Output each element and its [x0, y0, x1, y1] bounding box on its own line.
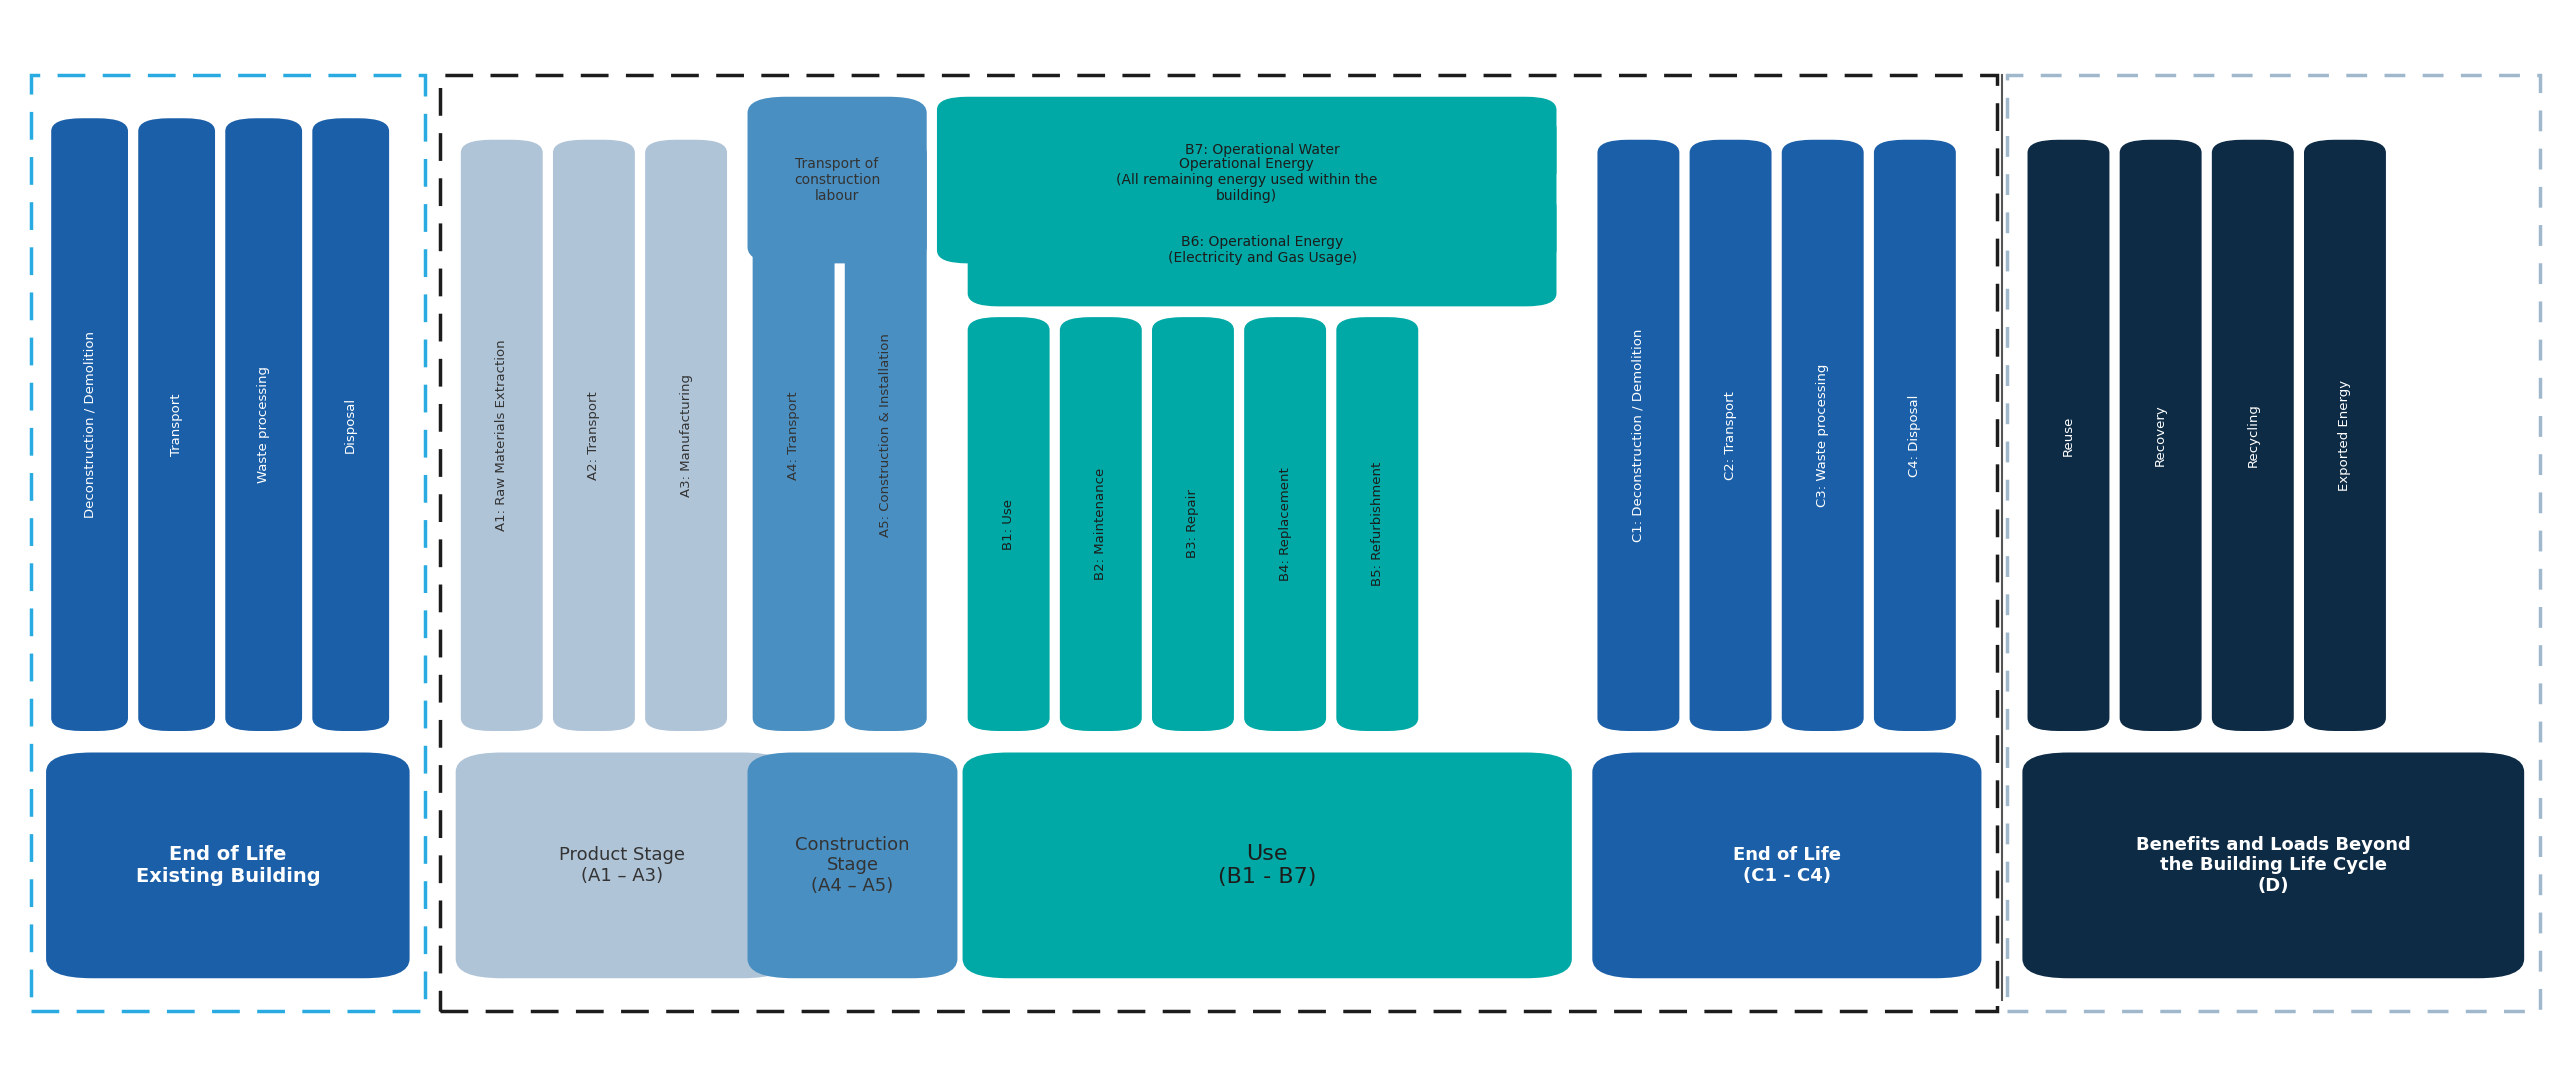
Text: Operational Energy
(All remaining energy used within the
building): Operational Energy (All remaining energy…: [1116, 157, 1377, 203]
Text: B1: Use: B1: Use: [1001, 499, 1016, 549]
Text: Reuse: Reuse: [2061, 415, 2076, 456]
Text: B5: Refurbishment: B5: Refurbishment: [1370, 462, 1385, 586]
FancyBboxPatch shape: [1782, 140, 1864, 731]
Text: A5: Construction & Installation: A5: Construction & Installation: [878, 333, 893, 538]
Text: End of Life
Existing Building: End of Life Existing Building: [136, 845, 320, 886]
FancyBboxPatch shape: [963, 752, 1572, 978]
FancyBboxPatch shape: [968, 317, 1050, 731]
FancyBboxPatch shape: [748, 752, 957, 978]
FancyBboxPatch shape: [2120, 140, 2202, 731]
Bar: [31, 75, 425, 1010]
FancyBboxPatch shape: [2028, 140, 2109, 731]
FancyBboxPatch shape: [1060, 317, 1142, 731]
Text: End of Life
(C1 - C4): End of Life (C1 - C4): [1733, 846, 1841, 885]
FancyBboxPatch shape: [968, 194, 1556, 306]
FancyBboxPatch shape: [1336, 317, 1418, 731]
FancyBboxPatch shape: [845, 140, 927, 731]
Bar: [2007, 75, 2540, 1010]
Text: A4: Transport: A4: Transport: [786, 391, 801, 479]
Text: B6: Operational Energy
(Electricity and Gas Usage): B6: Operational Energy (Electricity and …: [1167, 234, 1357, 266]
FancyBboxPatch shape: [1690, 140, 1772, 731]
FancyBboxPatch shape: [51, 118, 128, 731]
Text: Exported Energy: Exported Energy: [2337, 379, 2353, 491]
Text: Disposal: Disposal: [343, 397, 358, 453]
Text: B3: Repair: B3: Repair: [1185, 489, 1201, 559]
FancyBboxPatch shape: [753, 140, 835, 731]
Text: Deconstruction / Demolition: Deconstruction / Demolition: [82, 331, 97, 518]
Text: B4: Replacement: B4: Replacement: [1277, 468, 1293, 580]
FancyBboxPatch shape: [645, 140, 727, 731]
Text: Transport of
construction
labour: Transport of construction labour: [794, 157, 881, 203]
FancyBboxPatch shape: [1874, 140, 1956, 731]
Text: B2: Maintenance: B2: Maintenance: [1093, 468, 1108, 580]
FancyBboxPatch shape: [1592, 752, 1981, 978]
FancyBboxPatch shape: [968, 115, 1556, 185]
FancyBboxPatch shape: [46, 752, 410, 978]
Text: A1: Raw Materials Extraction: A1: Raw Materials Extraction: [494, 340, 509, 531]
FancyBboxPatch shape: [1244, 317, 1326, 731]
Bar: [440, 75, 1997, 1010]
FancyBboxPatch shape: [225, 118, 302, 731]
Text: A3: Manufacturing: A3: Manufacturing: [678, 374, 694, 497]
Text: Recycling: Recycling: [2245, 403, 2260, 468]
Text: Waste processing: Waste processing: [256, 367, 271, 483]
Text: B7: Operational Water: B7: Operational Water: [1185, 143, 1339, 157]
FancyBboxPatch shape: [937, 97, 1556, 263]
Text: C4: Disposal: C4: Disposal: [1907, 395, 1923, 476]
FancyBboxPatch shape: [312, 118, 389, 731]
Text: C3: Waste processing: C3: Waste processing: [1815, 363, 1830, 507]
FancyBboxPatch shape: [2022, 752, 2524, 978]
FancyBboxPatch shape: [2212, 140, 2294, 731]
Text: Recovery: Recovery: [2153, 404, 2168, 467]
Text: C2: Transport: C2: Transport: [1723, 391, 1738, 479]
FancyBboxPatch shape: [461, 140, 543, 731]
Text: Construction
Stage
(A4 – A5): Construction Stage (A4 – A5): [796, 835, 909, 895]
FancyBboxPatch shape: [138, 118, 215, 731]
FancyBboxPatch shape: [553, 140, 635, 731]
FancyBboxPatch shape: [456, 752, 788, 978]
FancyBboxPatch shape: [1597, 140, 1679, 731]
Text: Transport: Transport: [169, 393, 184, 456]
Text: C1: Deconstruction / Demolition: C1: Deconstruction / Demolition: [1631, 329, 1646, 542]
FancyBboxPatch shape: [748, 97, 927, 263]
Text: A2: Transport: A2: Transport: [586, 391, 602, 479]
FancyBboxPatch shape: [2304, 140, 2386, 731]
FancyBboxPatch shape: [1152, 317, 1234, 731]
Text: Use
(B1 - B7): Use (B1 - B7): [1219, 844, 1316, 887]
Text: Product Stage
(A1 – A3): Product Stage (A1 – A3): [558, 846, 686, 885]
Text: Benefits and Loads Beyond
the Building Life Cycle
(D): Benefits and Loads Beyond the Building L…: [2135, 835, 2412, 895]
